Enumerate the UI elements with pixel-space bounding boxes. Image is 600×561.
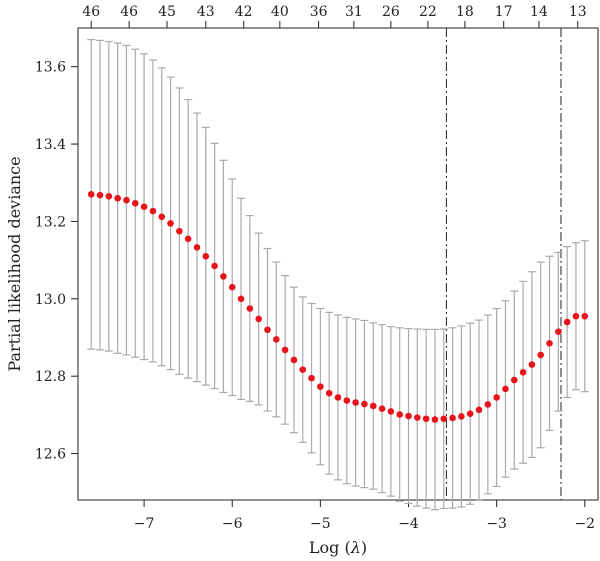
data-point <box>378 405 386 412</box>
top-tick-label: 40 <box>271 4 289 20</box>
y-tick-label: 13.2 <box>35 214 66 230</box>
data-point <box>343 397 351 404</box>
data-point <box>167 220 174 227</box>
data-point <box>228 283 236 291</box>
data-point <box>352 399 359 406</box>
y-tick-label: 12.6 <box>35 447 66 463</box>
y-tick-label: 13.0 <box>35 292 66 308</box>
data-point <box>510 376 518 384</box>
data-point <box>96 191 104 199</box>
data-point <box>114 194 121 202</box>
data-point <box>537 351 545 359</box>
x-tick-label: −6 <box>222 516 243 532</box>
data-point <box>369 402 377 410</box>
data-point <box>123 196 130 204</box>
top-tick-label: 46 <box>82 4 100 20</box>
data-point <box>105 192 113 200</box>
data-point <box>149 207 157 215</box>
y-tick-label: 12.8 <box>35 369 66 385</box>
x-tick-label: −7 <box>134 516 155 532</box>
data-point <box>414 414 421 421</box>
data-point <box>475 406 483 414</box>
data-point <box>546 340 553 347</box>
top-tick-label: 26 <box>382 4 400 20</box>
data-point <box>563 318 571 326</box>
data-point <box>264 326 271 334</box>
top-tick-label: 13 <box>569 4 587 20</box>
data-point <box>211 262 218 270</box>
top-tick-label: 31 <box>345 4 363 20</box>
data-point <box>202 252 210 260</box>
data-point <box>246 305 254 312</box>
top-tick-label: 22 <box>419 4 437 20</box>
data-point <box>387 408 395 415</box>
data-point <box>220 273 227 280</box>
data-point <box>528 361 536 368</box>
data-point <box>405 412 412 420</box>
data-point <box>237 295 245 303</box>
data-point <box>484 401 492 408</box>
tick-marks <box>71 21 586 507</box>
error-bars <box>87 39 589 511</box>
top-tick-label: 36 <box>310 4 328 20</box>
x-tick-label: −5 <box>310 516 331 532</box>
data-point <box>493 394 500 401</box>
top-tick-label: 18 <box>456 4 474 20</box>
x-axis-label-suffix: ) <box>361 538 367 557</box>
reference-lines <box>445 28 562 500</box>
data-point <box>581 312 589 320</box>
data-point <box>273 336 280 343</box>
x-tick-label: −3 <box>486 516 507 532</box>
data-point <box>361 400 368 408</box>
data-point <box>158 213 166 221</box>
data-point <box>334 394 342 401</box>
top-tick-label: 42 <box>235 4 253 20</box>
top-tick-label: 46 <box>120 4 138 20</box>
x-tick-label: −2 <box>574 516 595 532</box>
data-point <box>458 413 465 420</box>
data-point <box>140 203 148 211</box>
top-tick-label: 45 <box>158 4 176 20</box>
y-tick-label: 13.6 <box>35 60 66 76</box>
top-tick-label: 43 <box>197 4 215 20</box>
data-point <box>519 369 527 376</box>
data-point <box>466 410 474 418</box>
x-tick-label: −4 <box>398 516 419 532</box>
data-point <box>255 315 262 323</box>
data-point <box>555 328 562 336</box>
data-point <box>290 356 298 364</box>
data-point <box>281 346 289 354</box>
data-point <box>299 366 307 373</box>
data-point <box>449 414 456 422</box>
x-axis-label-var: λ <box>350 538 361 557</box>
x-axis-label: Log (λ) <box>309 538 367 557</box>
data-point <box>87 191 95 198</box>
data-point <box>308 374 315 382</box>
plot-frame <box>77 27 599 501</box>
data-point <box>176 227 183 235</box>
data-point <box>184 235 192 243</box>
data-point <box>317 383 324 390</box>
top-tick-label: 17 <box>495 4 513 20</box>
data-point <box>193 244 201 251</box>
x-axis-label-prefix: Log ( <box>309 538 351 557</box>
data-point <box>325 389 333 397</box>
y-tick-label: 13.4 <box>35 137 66 153</box>
data-point <box>131 199 139 207</box>
data-point <box>440 415 448 423</box>
top-tick-label: 14 <box>530 4 548 20</box>
y-axis-label: Partial likelihood deviance <box>5 156 24 371</box>
tick-labels: −7 −6 −5 −4 −3 −2 12.6 12.8 13.0 13.2 13.4 13.6 46 46… <box>35 4 595 532</box>
data-point <box>431 416 439 423</box>
data-point <box>502 385 509 393</box>
data-point <box>422 415 430 423</box>
data-point <box>396 411 403 418</box>
data-points <box>87 191 589 423</box>
data-point <box>572 312 580 320</box>
